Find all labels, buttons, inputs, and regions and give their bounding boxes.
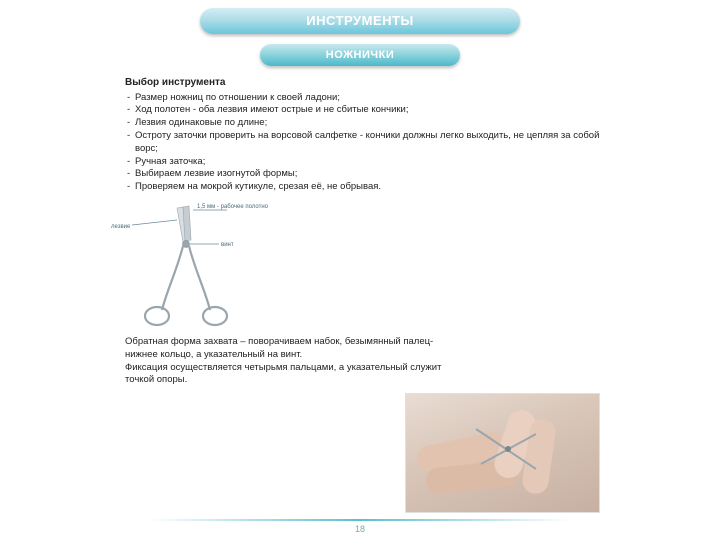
paragraph-grip: Обратная форма захвата – поворачиваем на…: [0, 330, 720, 387]
sub-pill: НОЖНИЧКИ: [260, 44, 460, 66]
list-item: -Остроту заточки проверить на ворсовой с…: [127, 130, 600, 156]
list-item: -Лезвия одинаковые по длине;: [127, 117, 600, 130]
list-item: -Размер ножниц по отношении к своей ладо…: [127, 92, 600, 105]
criteria-list: -Размер ножниц по отношении к своей ладо…: [127, 92, 600, 195]
list-item: -Ручная заточка;: [127, 156, 600, 169]
grip-photo: [405, 393, 600, 513]
page: ИНСТРУМЕНТЫ НОЖНИЧКИ Выбор инструмента -…: [0, 0, 720, 540]
list-item: -Выбираем лезвие изогнутой формы;: [127, 168, 600, 181]
scissors-diagram: лезвие 1,5 мм - рабочее полотно винт: [107, 200, 287, 330]
footer-divider: [150, 519, 570, 521]
label-blade: лезвие: [111, 224, 131, 230]
subtitle: Выбор инструмента: [125, 76, 600, 90]
label-work: 1,5 мм - рабочее полотно: [197, 204, 269, 210]
label-screw: винт: [221, 242, 234, 248]
list-item: -Проверяем на мокрой кутикуле, срезая её…: [127, 181, 600, 194]
main-pill: ИНСТРУМЕНТЫ: [200, 8, 520, 34]
footer: 18: [0, 519, 720, 534]
content-block: Выбор инструмента -Размер ножниц по отно…: [0, 66, 720, 330]
page-number: 18: [0, 524, 720, 534]
list-item: -Ход полотен - оба лезвия имеют острые и…: [127, 104, 600, 117]
